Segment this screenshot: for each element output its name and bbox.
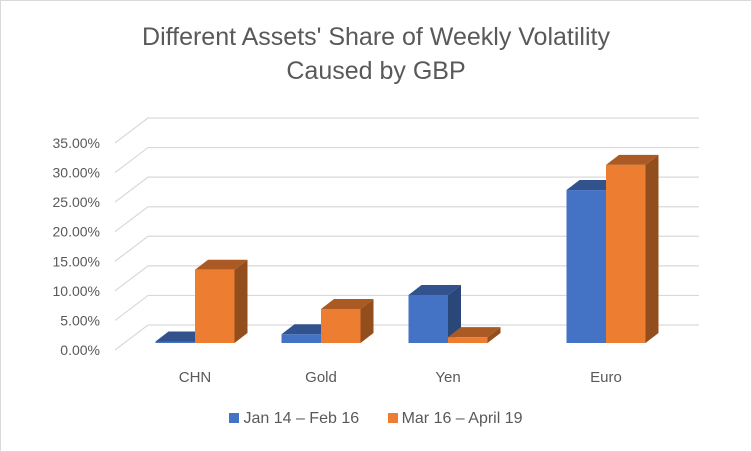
y-tick-label: 25.00% (53, 194, 100, 210)
gridlines (114, 117, 699, 351)
bar-front (408, 294, 448, 343)
x-axis-labels: CHN Gold Yen Euro (179, 369, 622, 386)
bar-side (234, 259, 248, 343)
bar-top (321, 299, 374, 310)
legend: Jan 14 – Feb 16 Mar 16 – April 19 (0, 410, 752, 428)
x-tick-label: CHN (179, 369, 212, 386)
bar-top (606, 154, 659, 165)
bars (155, 154, 659, 343)
bar-front (321, 309, 361, 343)
x-tick-label: Yen (435, 369, 460, 386)
bar (408, 284, 461, 343)
bar-top (448, 327, 501, 338)
bar-side (487, 327, 501, 343)
gridline (114, 294, 699, 321)
legend-item-series-1: Jan 14 – Feb 16 (229, 410, 359, 428)
bar-front (448, 337, 488, 343)
chart-title-line-1: Different Assets' Share of Weekly Volati… (142, 23, 610, 51)
legend-label-series-2: Mar 16 – April 19 (401, 410, 523, 427)
y-tick-label: 35.00% (53, 135, 100, 151)
gridline (114, 117, 699, 144)
gridline (114, 146, 699, 174)
x-tick-label: Euro (590, 369, 622, 386)
bar (195, 259, 248, 343)
bar-top (281, 324, 334, 335)
y-tick-label: 20.00% (53, 224, 100, 240)
bar-side (360, 299, 374, 343)
y-tick-label: 30.00% (53, 165, 100, 181)
bar-front (195, 269, 235, 343)
x-tick-label: Gold (305, 369, 337, 386)
bar (448, 327, 501, 343)
bar-side (448, 284, 461, 343)
gridline (114, 176, 699, 203)
gridline (114, 265, 699, 292)
chart-title: Different Assets' Share of Weekly Volati… (0, 20, 752, 88)
legend-item-series-2: Mar 16 – April 19 (387, 410, 523, 428)
legend-swatch-series-2 (387, 413, 398, 423)
bar (606, 154, 659, 343)
bar (321, 299, 374, 343)
legend-swatch-series-1 (229, 413, 240, 423)
gridline (114, 235, 699, 262)
bar-top (195, 259, 248, 270)
y-axis-ticks: 0.00% 5.00% 10.00% 15.00% 20.00% 25.00% 30.00%… (53, 135, 100, 358)
bar-side (645, 154, 659, 343)
y-tick-label: 5.00% (60, 312, 100, 328)
legend-label-series-1: Jan 14 – Feb 16 (243, 410, 360, 427)
y-tick-label: 10.00% (53, 283, 100, 299)
bar-top (155, 331, 208, 342)
bar-front (281, 334, 321, 343)
y-tick-label: 15.00% (53, 253, 100, 269)
bar-top (408, 284, 461, 295)
bar-front (155, 341, 195, 343)
gridline (114, 206, 699, 233)
bar-top (566, 180, 619, 191)
chart-title-line-2: Caused by GBP (286, 57, 466, 85)
bar-front (606, 164, 646, 343)
bar-front (566, 190, 606, 343)
gridline (114, 324, 699, 351)
y-tick-label: 0.00% (60, 342, 100, 358)
